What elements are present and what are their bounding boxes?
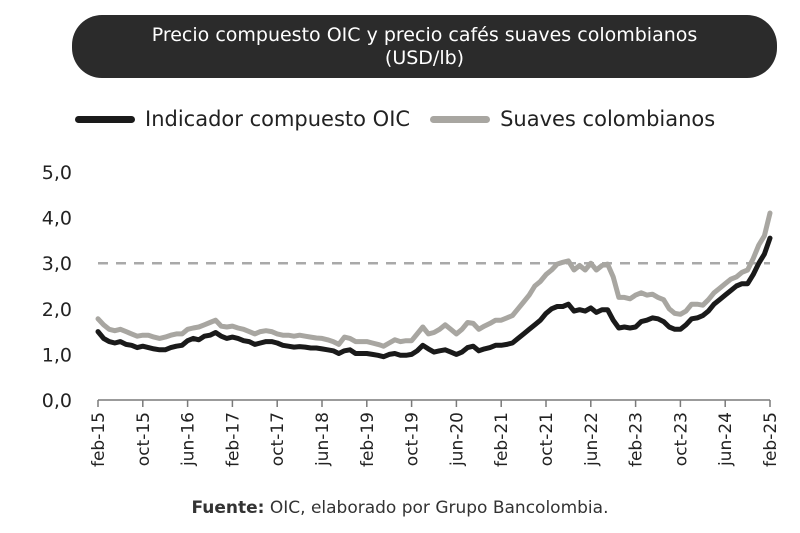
legend-label-oic: Indicador compuesto OIC <box>145 107 411 131</box>
y-axis-ticks: 0,0 1,0 2,0 3,0 4,0 5,0 <box>42 162 72 412</box>
x-tick-label: oct-15 <box>134 412 154 466</box>
y-tick-label: 5,0 <box>42 162 72 184</box>
source-note: Fuente: OIC, elaborado por Grupo Bancolo… <box>0 498 800 518</box>
x-tick-label: feb-15 <box>89 412 109 467</box>
x-tick-label: oct-19 <box>403 412 423 466</box>
x-tick-label: feb-21 <box>492 412 512 467</box>
legend-swatch-oic <box>75 115 135 123</box>
x-tick-label: feb-17 <box>223 412 243 467</box>
y-tick-label: 3,0 <box>42 253 72 275</box>
x-tick-label: jun-22 <box>582 412 602 467</box>
legend-item-oic: Indicador compuesto OIC <box>75 107 410 131</box>
x-tick-label: jun-18 <box>313 412 333 467</box>
chart-title-line1: Precio compuesto OIC y precio cafés suav… <box>151 23 698 46</box>
x-tick-label: oct-17 <box>268 412 288 466</box>
y-tick-label: 0,0 <box>42 390 72 412</box>
x-tick-label: feb-19 <box>358 412 378 467</box>
x-tick-label: oct-21 <box>537 412 557 466</box>
y-tick-label: 2,0 <box>42 299 72 321</box>
x-tick-label: jun-20 <box>447 412 467 467</box>
legend-swatch-suaves <box>430 115 491 123</box>
source-label: Fuente: <box>191 498 265 518</box>
series-layer <box>95 210 773 360</box>
legend-item-suaves: Suaves colombianos <box>430 107 715 131</box>
x-tick-label: jun-16 <box>179 412 199 467</box>
chart-title-line2: (USD/lb) <box>384 46 465 69</box>
y-tick-label: 4,0 <box>42 208 72 230</box>
x-tick-label: oct-23 <box>671 412 691 466</box>
series-line-oic <box>95 235 773 360</box>
x-axis: feb-15 oct-15 jun-16 feb-17 oct-17 jun-18 feb-… <box>89 399 781 467</box>
y-tick-label: 1,0 <box>42 344 72 366</box>
source-text: OIC, elaborado por Grupo Bancolombia. <box>264 498 609 518</box>
chart-legend: Indicador compuesto OIC Suaves colombian… <box>75 104 770 134</box>
series-line-suaves <box>95 210 773 349</box>
x-tick-label: feb-23 <box>627 412 647 467</box>
x-tick-label: jun-24 <box>716 412 736 467</box>
chart-title-banner: Precio compuesto OIC y precio cafés suav… <box>72 15 777 78</box>
x-tick-label: feb-25 <box>761 412 781 467</box>
legend-label-suaves: Suaves colombianos <box>500 107 716 131</box>
